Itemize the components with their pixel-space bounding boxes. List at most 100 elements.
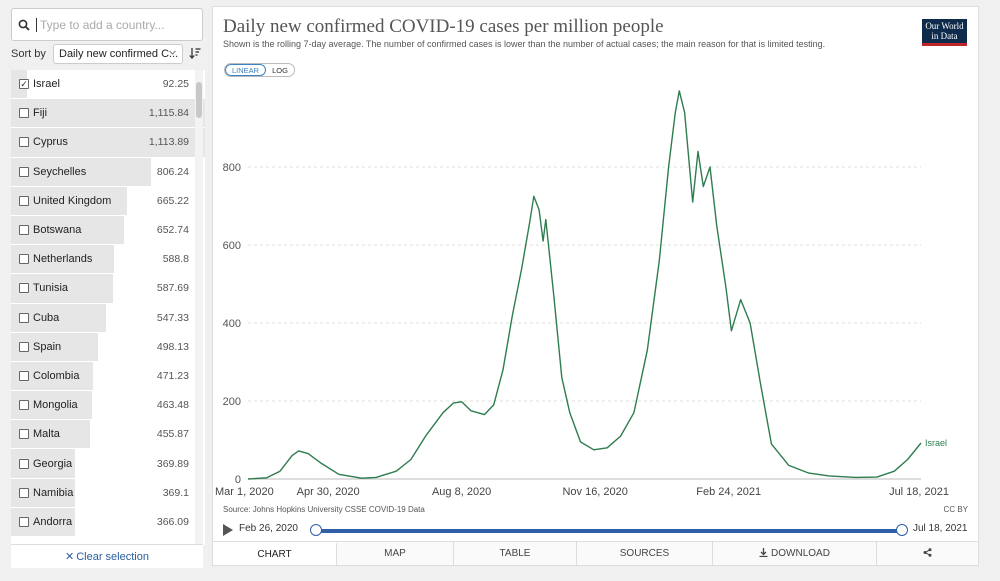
country-name: Namibia	[33, 486, 74, 499]
tab-map[interactable]: MAP	[337, 542, 454, 565]
x-tick-label: Jul 18, 2021	[889, 486, 949, 498]
clear-selection-button[interactable]: ✕ Clear selection	[11, 544, 203, 568]
country-search-input[interactable]	[36, 17, 186, 32]
country-checkbox[interactable]	[19, 137, 29, 148]
country-value: 652.74	[156, 224, 189, 237]
country-name: Mongolia	[33, 399, 78, 412]
x-tick-label: Mar 1, 2020	[215, 486, 274, 498]
log-toggle[interactable]: LOG	[272, 65, 288, 75]
tab-download-label: DOWNLOAD	[771, 548, 830, 559]
country-checkbox[interactable]: ✓	[19, 78, 29, 90]
sort-row: Sort by Daily new confirmed C...	[11, 43, 203, 65]
country-row[interactable]: Seychelles 806.24	[11, 157, 205, 187]
country-value: 1,115.84	[148, 107, 189, 120]
x-tick-label: Aug 8, 2020	[432, 486, 491, 498]
country-checkbox[interactable]	[19, 283, 29, 294]
country-value: 588.8	[162, 253, 189, 266]
timeline-track[interactable]	[316, 529, 901, 533]
y-tick-label: 200	[223, 396, 241, 408]
tab-table[interactable]: TABLE	[454, 542, 577, 565]
country-row[interactable]: United Kingdom 665.22	[11, 186, 205, 216]
close-icon: ✕	[65, 551, 75, 563]
country-value-bar	[11, 215, 125, 245]
country-row[interactable]: Tunisia 587.69	[11, 274, 205, 304]
x-tick-label: Apr 30, 2020	[297, 486, 360, 498]
tab-sources[interactable]: SOURCES	[577, 542, 713, 565]
sort-order-icon[interactable]	[189, 47, 201, 62]
source-note[interactable]: Source: Johns Hopkins University CSSE CO…	[223, 505, 425, 514]
country-checkbox[interactable]	[19, 166, 29, 177]
country-checkbox[interactable]	[19, 516, 29, 527]
country-value-bar	[11, 128, 205, 157]
country-value-bar	[11, 157, 151, 186]
country-row[interactable]: Spain 498.13	[11, 332, 205, 362]
country-checkbox[interactable]	[19, 108, 29, 119]
share-button[interactable]	[877, 542, 978, 565]
x-tick-label: Nov 16, 2020	[562, 486, 627, 498]
country-name: United Kingdom	[33, 194, 112, 207]
timeline: Feb 26, 2020 Jul 18, 2021	[223, 521, 970, 539]
scrollbar-thumb[interactable]	[196, 82, 202, 118]
country-value: 92.25	[162, 78, 189, 91]
scale-toggle: LINEAR LOG	[224, 63, 295, 77]
country-row[interactable]: ✓ Israel 92.25	[11, 70, 205, 100]
sort-select[interactable]: Daily new confirmed C...	[53, 44, 183, 64]
country-checkbox[interactable]	[19, 312, 29, 323]
country-row[interactable]: Georgia 369.89	[11, 449, 205, 479]
linear-toggle[interactable]: LINEAR	[225, 64, 267, 76]
play-icon[interactable]	[223, 524, 233, 539]
country-value: 471.23	[156, 369, 189, 382]
country-checkbox[interactable]	[19, 458, 29, 469]
country-checkbox[interactable]	[19, 429, 29, 440]
country-value: 366.09	[156, 515, 189, 528]
timeline-end-date: Jul 18, 2021	[913, 523, 968, 534]
country-checkbox[interactable]	[19, 400, 29, 411]
country-checkbox[interactable]	[19, 225, 29, 236]
country-row[interactable]: Malta 455.87	[11, 420, 205, 450]
timeline-start-handle[interactable]	[310, 524, 322, 536]
country-checkbox[interactable]	[19, 341, 29, 352]
download-icon	[759, 547, 768, 560]
country-name: Andorra	[33, 515, 73, 528]
chart-title: Daily new confirmed COVID-19 cases per m…	[223, 16, 664, 37]
sort-label: Sort by	[11, 48, 46, 60]
owid-logo[interactable]: Our World in Data	[922, 19, 967, 46]
country-checkbox[interactable]	[19, 254, 29, 265]
country-row[interactable]: Mongolia 463.48	[11, 391, 205, 421]
country-name: Seychelles	[33, 165, 87, 178]
chart-subtitle: Shown is the rolling 7-day average. The …	[223, 39, 826, 49]
country-value: 369.1	[162, 486, 189, 499]
series-label: Israel	[925, 438, 947, 448]
logo-line-1: Our World	[925, 21, 964, 31]
scrollbar[interactable]	[195, 70, 203, 545]
country-checkbox[interactable]	[19, 487, 29, 498]
tab-chart[interactable]: CHART	[213, 542, 337, 565]
country-name: Botswana	[33, 224, 82, 237]
country-row[interactable]: Cyprus 1,113.89	[11, 128, 205, 158]
country-row[interactable]: Fiji 1,115.84	[11, 99, 205, 129]
country-value-bar	[11, 99, 205, 128]
country-checkbox[interactable]	[19, 195, 29, 206]
country-value: 806.24	[156, 165, 189, 178]
country-name: Cuba	[33, 311, 60, 324]
country-row[interactable]: Colombia 471.23	[11, 361, 205, 392]
country-checkbox[interactable]	[19, 370, 29, 381]
country-row[interactable]: Cuba 547.33	[11, 303, 205, 333]
tab-map-label: MAP	[384, 548, 406, 559]
country-search-box[interactable]	[11, 8, 203, 41]
country-value: 665.22	[156, 194, 189, 207]
country-name: Cyprus	[33, 136, 68, 149]
country-row[interactable]: Andorra 366.09	[11, 507, 205, 537]
license-note[interactable]: CC BY	[943, 505, 968, 514]
series-line-israel	[247, 90, 922, 480]
tab-chart-label: CHART	[257, 549, 292, 560]
country-row[interactable]: Botswana 652.74	[11, 215, 205, 246]
chevron-down-icon	[168, 48, 177, 60]
country-value: 463.48	[156, 399, 189, 412]
line-chart: 0 200 400 600 800 Mar 1, 2020 Apr 30, 2020 Aug …	[215, 90, 949, 498]
country-row[interactable]: Namibia 369.1	[11, 478, 205, 508]
timeline-end-handle[interactable]	[896, 524, 908, 536]
country-row[interactable]: Netherlands 588.8	[11, 245, 205, 275]
tab-download[interactable]: DOWNLOAD	[713, 542, 877, 565]
logo-line-2: in Data	[931, 31, 958, 41]
